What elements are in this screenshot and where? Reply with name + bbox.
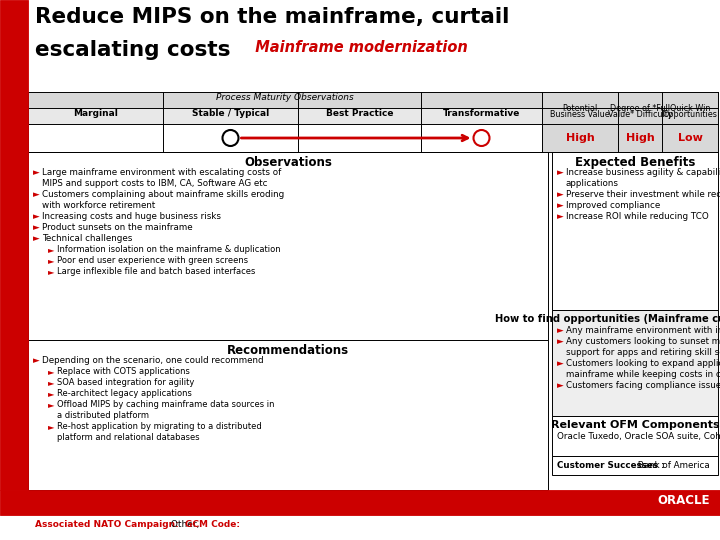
Text: GCM Code:: GCM Code: — [185, 520, 240, 529]
Bar — [552, 310, 718, 416]
Bar — [28, 108, 542, 124]
Text: ►: ► — [557, 190, 564, 199]
Bar — [0, 490, 720, 515]
Bar — [28, 340, 548, 490]
Text: Large mainframe environment with escalating costs of: Large mainframe environment with escalat… — [42, 168, 282, 177]
Text: Technical challenges: Technical challenges — [42, 234, 132, 243]
Text: High: High — [626, 133, 654, 143]
Text: Any mainframe environment with increasing MIPS: Any mainframe environment with increasin… — [566, 326, 720, 335]
Text: ►: ► — [33, 212, 40, 221]
Text: ►: ► — [557, 359, 564, 368]
Text: Reduce MIPS on the mainframe, curtail: Reduce MIPS on the mainframe, curtail — [35, 7, 509, 27]
Text: ►: ► — [48, 400, 55, 409]
Text: applications: applications — [566, 179, 619, 188]
Text: Marginal: Marginal — [73, 110, 118, 118]
Text: ►: ► — [48, 267, 55, 276]
Text: Customers facing compliance issues with mainframes: Customers facing compliance issues with … — [566, 381, 720, 390]
Text: Low: Low — [678, 133, 703, 143]
Text: ►: ► — [33, 356, 40, 365]
Bar — [542, 92, 718, 152]
Bar — [552, 416, 718, 456]
Text: Quick Win: Quick Win — [670, 104, 710, 113]
Bar — [552, 456, 718, 475]
Bar — [0, 0, 28, 490]
Text: Customers complaining about mainframe skills eroding: Customers complaining about mainframe sk… — [42, 190, 284, 199]
Text: ►: ► — [33, 168, 40, 177]
Text: escalating costs: escalating costs — [35, 40, 230, 60]
Text: ►: ► — [557, 381, 564, 390]
Text: ►: ► — [557, 201, 564, 210]
Text: ►: ► — [48, 389, 55, 398]
Text: Potential: Potential — [562, 104, 598, 113]
Text: a distributed platform: a distributed platform — [57, 411, 149, 420]
Text: ►: ► — [48, 378, 55, 387]
Text: Value* Difficulty: Value* Difficulty — [608, 110, 672, 119]
Text: ►: ► — [557, 326, 564, 335]
Text: Business Value: Business Value — [550, 110, 610, 119]
Bar — [28, 152, 548, 340]
Text: Information isolation on the mainframe & duplication: Information isolation on the mainframe &… — [57, 245, 281, 254]
Text: Process Maturity Observations: Process Maturity Observations — [216, 93, 354, 103]
Text: Increase business agility & capability of business: Increase business agility & capability o… — [566, 168, 720, 177]
Text: Relevant OFM Components: Relevant OFM Components — [551, 420, 719, 430]
Text: Degree of *Full: Degree of *Full — [610, 104, 670, 113]
Text: Product sunsets on the mainframe: Product sunsets on the mainframe — [42, 223, 193, 232]
Text: Oracle Tuxedo, Oracle SOA suite, Coherence, Oracle Apps: Oracle Tuxedo, Oracle SOA suite, Coheren… — [557, 432, 720, 441]
Text: Transformative: Transformative — [443, 110, 520, 118]
Text: How to find opportunities (Mainframe customers): How to find opportunities (Mainframe cus… — [495, 314, 720, 324]
Text: Bank of America: Bank of America — [635, 461, 710, 470]
Text: ►: ► — [557, 212, 564, 221]
Text: ►: ► — [33, 190, 40, 199]
Text: Increasing costs and huge business risks: Increasing costs and huge business risks — [42, 212, 221, 221]
Text: ORACLE: ORACLE — [657, 494, 710, 507]
Text: Offload MIPS by caching mainframe data sources in: Offload MIPS by caching mainframe data s… — [57, 400, 274, 409]
Text: ►: ► — [557, 337, 564, 346]
Text: mainframe while keeping costs in check: mainframe while keeping costs in check — [566, 370, 720, 379]
Text: ►: ► — [33, 234, 40, 243]
Text: ►: ► — [33, 223, 40, 232]
Bar — [28, 92, 542, 108]
Text: Re-architect legacy applications: Re-architect legacy applications — [57, 389, 192, 398]
Text: Improved compliance: Improved compliance — [566, 201, 660, 210]
Text: Mainframe modernization: Mainframe modernization — [245, 40, 468, 55]
Text: Customer Successes :: Customer Successes : — [557, 461, 665, 470]
Bar — [552, 152, 718, 310]
Text: Opportunities: Opportunities — [662, 110, 717, 119]
Text: High: High — [566, 133, 595, 143]
Text: Poor end user experience with green screens: Poor end user experience with green scre… — [57, 256, 248, 265]
Text: Observations: Observations — [244, 156, 332, 169]
Text: Recommendations: Recommendations — [227, 344, 349, 357]
Text: MIPS and support costs to IBM, CA, Software AG etc: MIPS and support costs to IBM, CA, Softw… — [42, 179, 268, 188]
Text: ►: ► — [48, 256, 55, 265]
Bar — [28, 124, 542, 152]
Text: Increase ROI while reducing TCO: Increase ROI while reducing TCO — [566, 212, 708, 221]
Text: Other,: Other, — [168, 520, 202, 529]
Text: ►: ► — [48, 245, 55, 254]
Text: ►: ► — [48, 367, 55, 376]
Text: ►: ► — [48, 422, 55, 431]
Text: Replace with COTS applications: Replace with COTS applications — [57, 367, 190, 376]
Text: Any customers looking to sunset mainframes because of: Any customers looking to sunset mainfram… — [566, 337, 720, 346]
Text: support for apps and retiring skill sets: support for apps and retiring skill sets — [566, 348, 720, 357]
Text: SOA based integration for agility: SOA based integration for agility — [57, 378, 194, 387]
Text: Best Practice: Best Practice — [325, 110, 393, 118]
Text: Large inflexible file and batch based interfaces: Large inflexible file and batch based in… — [57, 267, 256, 276]
Text: platform and relational databases: platform and relational databases — [57, 433, 199, 442]
Text: Stable / Typical: Stable / Typical — [192, 110, 269, 118]
Text: Associated NATO Campaign:: Associated NATO Campaign: — [35, 520, 179, 529]
Text: Customers looking to expand application usage on the: Customers looking to expand application … — [566, 359, 720, 368]
Text: Expected Benefits: Expected Benefits — [575, 156, 696, 169]
Text: Preserve their investment while reducing business risk: Preserve their investment while reducing… — [566, 190, 720, 199]
Text: Depending on the scenario, one could recommend: Depending on the scenario, one could rec… — [42, 356, 264, 365]
Text: with workforce retirement: with workforce retirement — [42, 201, 156, 210]
Text: ►: ► — [557, 168, 564, 177]
Text: Re-host application by migrating to a distributed: Re-host application by migrating to a di… — [57, 422, 262, 431]
